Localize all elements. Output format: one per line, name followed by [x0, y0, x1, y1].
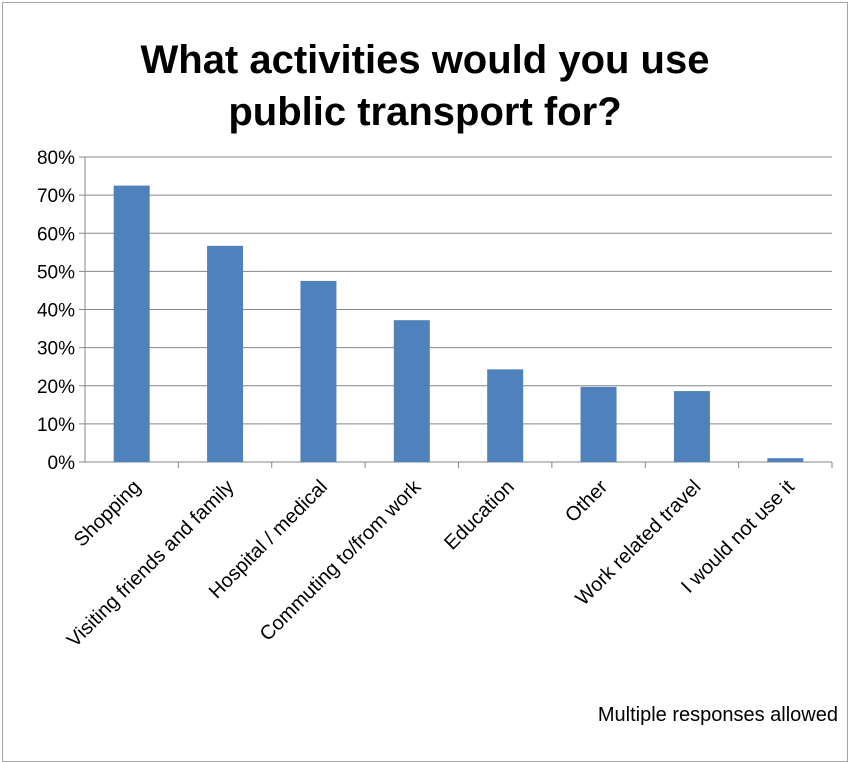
y-tick-label: 30% [37, 339, 75, 360]
bar [300, 280, 337, 462]
footnote-note: Multiple responses allowed [597, 704, 838, 726]
x-category-label: Visiting friends and family [63, 476, 239, 652]
y-tick-label: 80% [37, 148, 75, 169]
x-category-label: Shopping [70, 476, 145, 551]
x-category-label: Other [561, 476, 612, 527]
y-tick-label: 70% [37, 186, 75, 207]
bar [673, 391, 710, 462]
y-tick-label: 0% [48, 453, 76, 474]
x-category-label: Education [440, 476, 518, 554]
y-tick-label: 60% [37, 224, 75, 245]
x-category-label: Commuting to/from work [256, 475, 426, 645]
bar [207, 245, 244, 462]
bar [767, 458, 804, 462]
bar [487, 369, 524, 462]
bar-chart-plot: 0% 10% 20% 30% 40% 50% 60% 70% 80% ShoppingVisiti… [37, 148, 833, 652]
bar [580, 386, 617, 462]
bar [393, 320, 430, 462]
chart-title-line-1: What activities would you use [140, 38, 710, 82]
y-tick-label: 20% [37, 377, 75, 398]
chart-title-line-2: public transport for? [228, 90, 622, 134]
y-tick-label: 10% [37, 415, 75, 436]
y-tick-label: 40% [37, 301, 75, 322]
chart-title: What activities would you use public tra… [0, 34, 850, 138]
y-tick-label: 50% [37, 262, 75, 283]
bar [113, 185, 150, 462]
